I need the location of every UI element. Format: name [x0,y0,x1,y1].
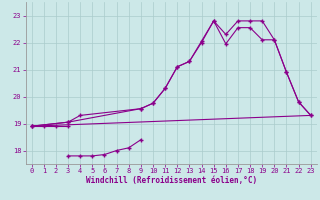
X-axis label: Windchill (Refroidissement éolien,°C): Windchill (Refroidissement éolien,°C) [86,176,257,185]
